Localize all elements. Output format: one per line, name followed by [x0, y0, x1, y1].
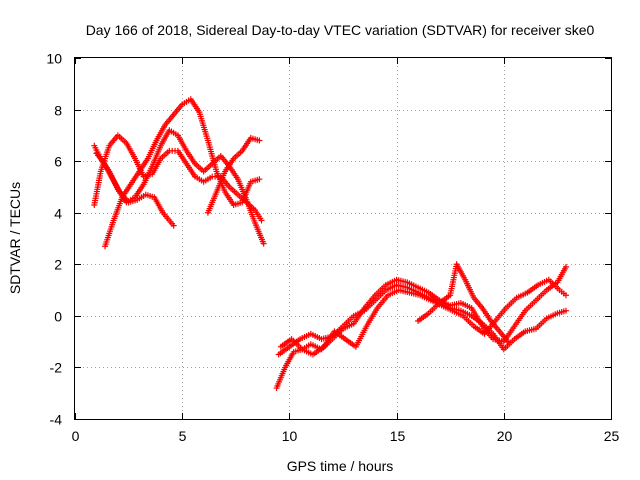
data-point [258, 217, 265, 224]
x-tick-label: 25 [604, 428, 620, 444]
data-marks [91, 96, 569, 392]
series-track-d [93, 150, 177, 229]
x-axis-label: GPS time / hours [287, 458, 394, 474]
plot-frame [74, 57, 612, 420]
y-tick-label: 10 [46, 51, 62, 67]
data-point [170, 222, 177, 229]
x-tick-label: 10 [282, 428, 298, 444]
grid [75, 58, 611, 419]
chart-title: Day 166 of 2018, Sidereal Day-to-day VTE… [86, 22, 595, 38]
series-track-e [204, 134, 263, 216]
data-point [562, 263, 569, 270]
data-point [505, 338, 512, 345]
y-axis-label: SDTVAR / TECUs [7, 182, 23, 294]
data-point [256, 176, 263, 183]
data-point [256, 137, 263, 144]
x-tick-label: 0 [72, 428, 80, 444]
x-tick-label: 5 [179, 428, 187, 444]
series-track-f [273, 263, 569, 392]
y-tick-label: 0 [54, 309, 62, 325]
data-point [562, 307, 569, 314]
x-tick-label: 15 [390, 428, 406, 444]
data-point [562, 292, 569, 299]
axis-ticks: 0 5 10 15 20 25 -4 -2 0 2 4 6 8 10 [46, 51, 619, 445]
y-tick-label: 8 [54, 103, 62, 119]
y-tick-label: 4 [54, 206, 62, 222]
x-tick-label: 20 [497, 428, 513, 444]
series-track-i [415, 261, 512, 345]
y-tick-label: 6 [54, 154, 62, 170]
data-point [260, 240, 267, 247]
y-tick-label: -4 [50, 412, 63, 428]
y-tick-label: -2 [50, 360, 63, 376]
y-tick-label: 2 [54, 257, 62, 273]
